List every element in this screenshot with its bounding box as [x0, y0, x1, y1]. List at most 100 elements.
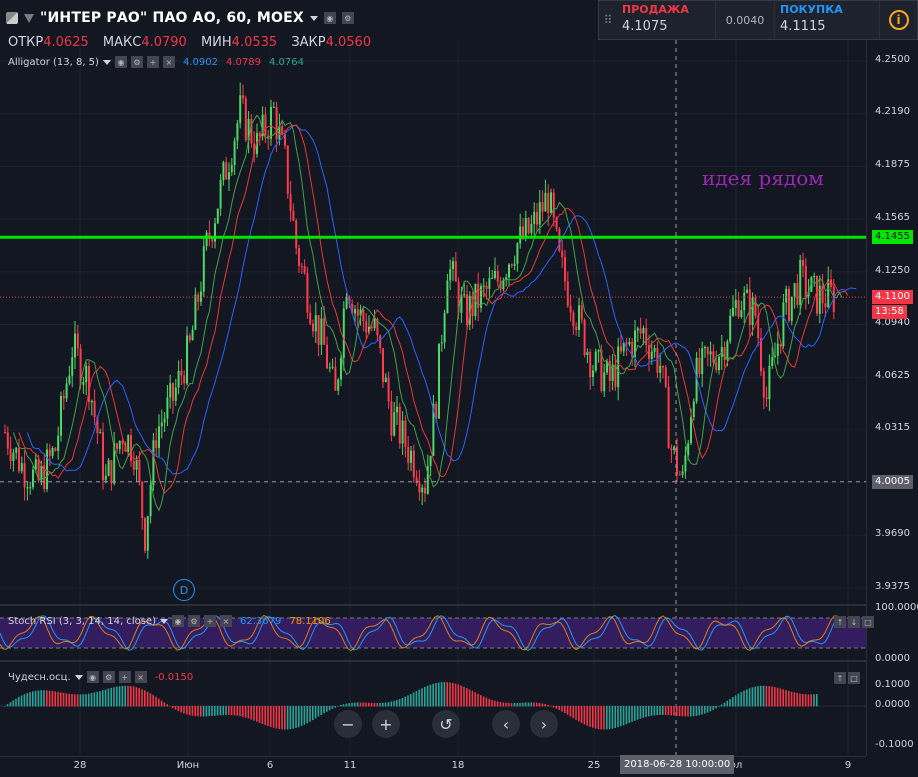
ao-bar — [43, 690, 45, 707]
ao-bar — [802, 693, 804, 707]
buy-button[interactable]: ПОКУПКА 4.1115 — [775, 1, 879, 39]
alligator-close-icon[interactable]: × — [162, 56, 175, 68]
ao-bar — [169, 705, 171, 707]
alligator-add-icon[interactable]: + — [146, 56, 159, 68]
ao-bar — [776, 687, 779, 707]
bookmark-icon[interactable] — [24, 13, 34, 23]
dividend-marker[interactable]: D — [173, 579, 195, 601]
candle-body — [684, 455, 687, 472]
candle-body — [779, 343, 782, 346]
ao-bar — [480, 695, 482, 707]
candle-body — [606, 360, 608, 373]
ao-bar — [15, 698, 17, 707]
ao-bar — [275, 706, 278, 729]
eye-icon[interactable]: ◉ — [323, 12, 336, 24]
reset-icon[interactable]: ↺ — [432, 710, 460, 738]
info-button[interactable]: i — [879, 1, 917, 39]
ao-bar — [443, 682, 446, 707]
alligator-eye-icon[interactable]: ◉ — [114, 56, 127, 68]
pane-separator-ao[interactable] — [0, 660, 866, 662]
stoch-rsi-legend[interactable]: Stoch RSI (3, 3, 14, 14, close) ◉ ⚙ + × … — [8, 615, 331, 627]
candle-body — [258, 133, 261, 137]
stoch-rsi-gear-icon[interactable]: ⚙ — [188, 615, 200, 627]
candle-body — [816, 275, 818, 314]
ao-bar — [23, 694, 26, 707]
candle-body — [636, 328, 639, 331]
awesome-osc-name[interactable]: Чудесн.осц. — [8, 671, 71, 683]
candle-body — [40, 465, 43, 481]
ao-bar — [270, 706, 272, 728]
time-axis[interactable]: 28 Июн 6 11 18 25 ол 9 — [0, 756, 866, 777]
ao-bar — [96, 691, 98, 707]
gear-icon[interactable]: ⚙ — [341, 12, 354, 24]
candle-body — [15, 447, 18, 453]
candle-body — [561, 250, 564, 258]
ao-bar — [356, 702, 359, 707]
sell-button[interactable]: ПРОДАЖА 4.1075 — [617, 1, 715, 39]
ao-bar — [740, 692, 742, 707]
stoch-pane-down-icon[interactable]: ↓ — [848, 616, 860, 628]
awesome-osc-add-icon[interactable]: + — [118, 671, 131, 683]
chart-annotation-text[interactable]: идея рядом — [702, 166, 824, 190]
symbol-dropdown-chevron-icon[interactable] — [309, 15, 318, 21]
awesome-osc-close-icon[interactable]: × — [134, 671, 147, 683]
awesome-osc-gear-icon[interactable]: ⚙ — [102, 671, 115, 683]
stoch-rsi-close-icon[interactable]: × — [220, 615, 232, 627]
candle-body — [208, 232, 211, 239]
main-price-pane[interactable] — [0, 0, 866, 777]
scroll-right-icon[interactable]: › — [530, 710, 558, 738]
ao-bar — [760, 685, 762, 707]
awesome-osc-legend[interactable]: Чудесн.осц. ◉ ⚙ + × -0.0150 — [8, 671, 193, 683]
stoch-pane-up-icon[interactable]: ↑ — [834, 616, 846, 628]
stoch-rsi-add-icon[interactable]: + — [204, 615, 216, 627]
ao-pane-up-icon[interactable]: ↑ — [834, 672, 846, 684]
stoch-rsi-name[interactable]: Stoch RSI (3, 3, 14, 14, close) — [8, 615, 156, 627]
alligator-gear-icon[interactable]: ⚙ — [130, 56, 143, 68]
candle-body — [340, 357, 342, 380]
candle-body — [656, 348, 659, 373]
candle-body — [564, 257, 566, 282]
zoom-in-icon[interactable]: + — [372, 710, 400, 738]
time-label-july: ол — [729, 760, 743, 771]
alligator-name[interactable]: Alligator (13, 8, 5) — [8, 56, 99, 68]
candle-body — [718, 356, 720, 371]
candle-body — [642, 328, 645, 334]
candle-body — [659, 365, 662, 373]
zoom-out-icon[interactable]: − — [334, 710, 362, 738]
candle-body — [740, 310, 743, 318]
candle-body — [118, 440, 121, 450]
alligator-menu-chevron-icon[interactable] — [102, 59, 111, 65]
ao-bar — [166, 704, 168, 707]
ao-bar — [236, 706, 238, 716]
candle-body — [799, 260, 802, 305]
candle-body — [552, 192, 555, 218]
awesome-osc-eye-icon[interactable]: ◉ — [86, 671, 99, 683]
stoch-pane-controls[interactable]: ↑ ↓ □ — [834, 616, 874, 628]
stoch-rsi-menu-chevron-icon[interactable] — [160, 618, 168, 624]
ao-pane-controls[interactable]: ↑ □ — [834, 672, 860, 684]
ao-bar — [592, 706, 594, 728]
candle-body — [586, 351, 589, 356]
alligator-legend[interactable]: Alligator (13, 8, 5) ◉ ⚙ + × 4.0902 4.07… — [8, 56, 304, 68]
ao-bar — [586, 706, 588, 726]
info-icon: i — [888, 10, 909, 30]
scroll-left-icon[interactable]: ‹ — [492, 710, 520, 738]
ao-pane-maximize-icon[interactable]: □ — [848, 672, 860, 684]
stoch-rsi-eye-icon[interactable]: ◉ — [172, 615, 184, 627]
candle-body — [202, 246, 205, 292]
ao-bar — [477, 693, 479, 707]
symbol-title[interactable]: "ИНТЕР РАО" ПАО АО, 60, MOEX — [40, 10, 304, 26]
candle-body — [188, 335, 191, 341]
price-axis[interactable]: 4.2500 4.2190 4.1875 4.1565 4.1250 4.0940 4.06… — [866, 40, 918, 756]
candle-body — [648, 345, 650, 359]
candle-body — [449, 269, 452, 281]
candle-body — [452, 261, 454, 270]
ao-bar — [247, 706, 250, 719]
awesome-osc-menu-chevron-icon[interactable] — [74, 674, 83, 680]
stoch-pane-maximize-icon[interactable]: □ — [862, 616, 874, 628]
drag-handle-icon[interactable]: ⠿ — [603, 13, 613, 27]
candle-body — [589, 351, 592, 378]
pane-separator-stoch[interactable] — [0, 604, 866, 606]
candle-body — [43, 465, 46, 490]
